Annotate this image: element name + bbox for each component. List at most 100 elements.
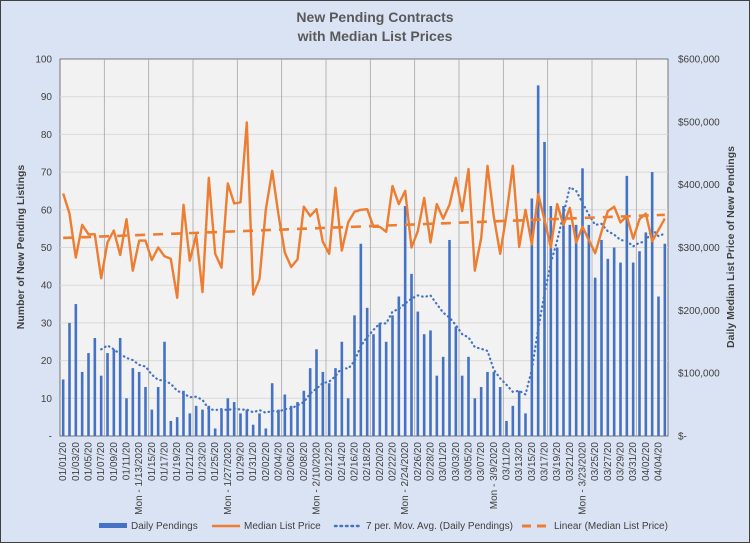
- bar-daily-pendings: [619, 262, 622, 436]
- x-axis-tick-label: 01/05/20: [84, 442, 95, 481]
- x-axis-ticks: 01/01/20 01/03/20 01/05/20 01/07/20 01/09/20…: [58, 442, 664, 515]
- bar-daily-pendings: [232, 402, 236, 436]
- bar-daily-pendings: [536, 85, 540, 436]
- bar-daily-pendings: [194, 405, 198, 436]
- bar-daily-pendings: [353, 315, 356, 436]
- bar-daily-pendings: [188, 413, 192, 436]
- bar-daily-pendings: [334, 368, 337, 436]
- x-axis-tick-label: 03/15/20: [527, 442, 538, 481]
- bar-daily-pendings: [460, 375, 464, 436]
- bar-daily-pendings: [505, 420, 508, 436]
- bar-daily-pendings: [492, 371, 496, 436]
- x-axis-tick-label: Mon - 2/24/2020: [400, 442, 411, 515]
- bar-daily-pendings: [435, 375, 439, 436]
- bar-daily-pendings: [156, 386, 160, 436]
- bar-daily-pendings: [264, 428, 268, 436]
- legend-label-median-price: Median List Price: [244, 521, 321, 532]
- x-axis-tick-label: 02/08/20: [299, 442, 310, 481]
- x-axis-tick-label: Mon - 2/10/2020: [312, 442, 323, 515]
- x-axis-tick-label: 01/19/20: [172, 442, 183, 481]
- bar-daily-pendings: [144, 386, 147, 436]
- x-axis-tick-label: 01/03/20: [71, 442, 82, 481]
- right-axis-tick-label: $-: [678, 432, 687, 443]
- bar-daily-pendings: [486, 371, 489, 436]
- right-axis-ticks: $- $100,000 $200,000 $300,000 $400,000 $500,0…: [678, 55, 720, 443]
- x-axis-tick-label: 02/02/20: [261, 442, 272, 481]
- bar-daily-pendings: [239, 413, 242, 436]
- bar-daily-pendings: [612, 247, 616, 436]
- left-axis-tick-label: 40: [41, 281, 53, 292]
- bar-daily-pendings: [359, 243, 363, 436]
- bar-daily-pendings: [454, 326, 458, 436]
- median-price-line: [62, 121, 666, 299]
- bar-daily-pendings: [201, 409, 204, 436]
- bar-daily-pendings: [213, 428, 217, 436]
- bar-daily-pendings: [315, 349, 318, 436]
- x-axis-tick-label: 01/17/20: [160, 442, 171, 481]
- x-axis-tick-label: 03/19/20: [552, 442, 563, 481]
- bar-daily-pendings: [308, 368, 312, 436]
- x-axis-tick-label: 03/11/20: [502, 442, 513, 481]
- bar-daily-pendings: [410, 273, 413, 436]
- bar-daily-pendings: [118, 337, 122, 436]
- bar-daily-pendings: [175, 417, 179, 436]
- bar-daily-pendings: [283, 394, 287, 436]
- x-axis-tick-label: 01/21/20: [185, 442, 196, 481]
- left-axis-tick-label: 10: [41, 394, 53, 405]
- x-axis-tick-label: 03/05/20: [464, 442, 475, 481]
- bar-daily-pendings: [403, 206, 407, 436]
- x-axis-tick-label: 01/25/20: [210, 442, 221, 481]
- x-axis-tick-label: Mon - 3/23/2020: [578, 442, 589, 515]
- x-axis-tick-label: 01/15/20: [147, 442, 158, 481]
- bar-daily-pendings: [511, 405, 515, 436]
- bar-daily-pendings: [220, 409, 223, 436]
- legend: Daily Pendings Median List Price 7 per. …: [99, 521, 668, 532]
- bar-daily-pendings: [277, 409, 280, 436]
- bar-daily-pendings: [530, 198, 534, 436]
- legend-label-moving-avg: 7 per. Mov. Avg. (Daily Pendings): [366, 521, 513, 532]
- bar-daily-pendings: [568, 224, 572, 436]
- left-axis-tick-label: -: [49, 432, 52, 443]
- x-axis-tick-label: 02/16/20: [350, 442, 361, 481]
- bar-daily-pendings: [631, 262, 635, 436]
- bar-daily-pendings: [150, 409, 154, 436]
- left-axis-tick-label: 100: [35, 55, 52, 66]
- x-axis-tick-label: Mon - 1/27/2020: [223, 442, 234, 515]
- x-axis-tick-label: Mon - 3/9/2020: [489, 442, 500, 510]
- bar-daily-pendings: [391, 315, 394, 436]
- x-axis-tick-label: 03/13/20: [514, 442, 525, 481]
- x-axis-tick-label: 02/12/20: [324, 442, 335, 481]
- bar-daily-pendings: [638, 251, 641, 436]
- bar-daily-pendings: [378, 322, 382, 436]
- bar-daily-pendings: [365, 307, 369, 436]
- x-axis-tick-label: 03/17/20: [540, 442, 551, 481]
- bar-daily-pendings: [562, 206, 565, 436]
- bar-daily-pendings: [663, 243, 667, 436]
- chart-title-line1: New Pending Contracts: [296, 9, 453, 25]
- bar-daily-pendings: [346, 398, 350, 436]
- bar-daily-pendings: [296, 402, 299, 436]
- x-axis-tick-label: 02/18/20: [362, 442, 373, 481]
- bar-daily-pendings: [606, 258, 610, 436]
- bar-daily-pendings: [327, 383, 331, 436]
- bar-daily-pendings: [93, 337, 97, 436]
- left-axis-ticks: - 10 20 30 40 50 60 70 80 90 100: [35, 55, 52, 443]
- bar-daily-pendings: [644, 232, 648, 436]
- bar-daily-pendings: [99, 375, 103, 436]
- bar-daily-pendings: [182, 390, 185, 436]
- bar-daily-pendings: [68, 322, 71, 436]
- bar-daily-pendings: [625, 175, 629, 436]
- bar-daily-pendings: [467, 356, 470, 436]
- bar-daily-pendings: [207, 405, 211, 436]
- bar-daily-pendings: [479, 386, 483, 436]
- bar-daily-pendings: [270, 383, 274, 436]
- bar-daily-pendings: [587, 224, 591, 436]
- bar-daily-pendings: [600, 239, 603, 436]
- bar-daily-pendings: [650, 172, 654, 436]
- x-axis-tick-label: 01/29/20: [236, 442, 247, 481]
- bar-daily-pendings: [498, 386, 502, 436]
- x-axis-tick-label: 02/22/20: [388, 442, 399, 481]
- x-axis-tick-label: 03/29/20: [616, 442, 627, 481]
- series-lines: [62, 121, 666, 414]
